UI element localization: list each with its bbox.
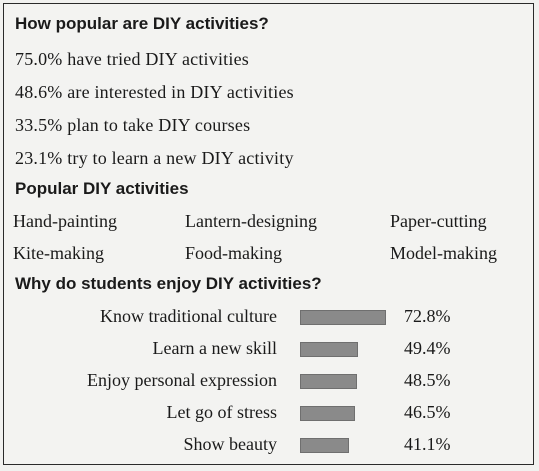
- reason-label: Let go of stress: [166, 402, 277, 422]
- reason-percent: 48.5%: [404, 370, 451, 390]
- activity-item: Paper-cutting: [390, 211, 487, 231]
- reason-bar: [300, 310, 386, 325]
- reason-label: Enjoy personal expression: [87, 370, 277, 390]
- reason-bar: [300, 406, 355, 421]
- reason-bar: [300, 374, 357, 389]
- reason-percent: 49.4%: [404, 338, 451, 358]
- section-heading-activities: Popular DIY activities: [15, 179, 189, 198]
- popularity-line: 75.0% have tried DIY activities: [15, 49, 249, 69]
- reason-percent: 41.1%: [404, 434, 451, 454]
- section-heading-reasons: Why do students enjoy DIY activities?: [15, 274, 322, 293]
- survey-panel: How popular are DIY activities? 75.0% ha…: [3, 3, 534, 465]
- activity-item: Food-making: [185, 243, 282, 263]
- reason-percent: 72.8%: [404, 306, 451, 326]
- activity-item: Model-making: [390, 243, 497, 263]
- section-heading-popularity: How popular are DIY activities?: [15, 14, 269, 33]
- reason-label: Learn a new skill: [152, 338, 277, 358]
- reason-label: Show beauty: [183, 434, 278, 454]
- popularity-line: 33.5% plan to take DIY courses: [15, 115, 251, 135]
- popularity-line: 23.1% try to learn a new DIY activity: [15, 148, 294, 168]
- popularity-line: 48.6% are interested in DIY activities: [15, 82, 294, 102]
- reason-percent: 46.5%: [404, 402, 451, 422]
- activity-item: Kite-making: [13, 243, 104, 263]
- activity-item: Hand-painting: [13, 211, 117, 231]
- reason-bar: [300, 342, 358, 357]
- reason-bar: [300, 438, 349, 453]
- reason-label: Know traditional culture: [100, 306, 277, 326]
- activity-item: Lantern-designing: [185, 211, 317, 231]
